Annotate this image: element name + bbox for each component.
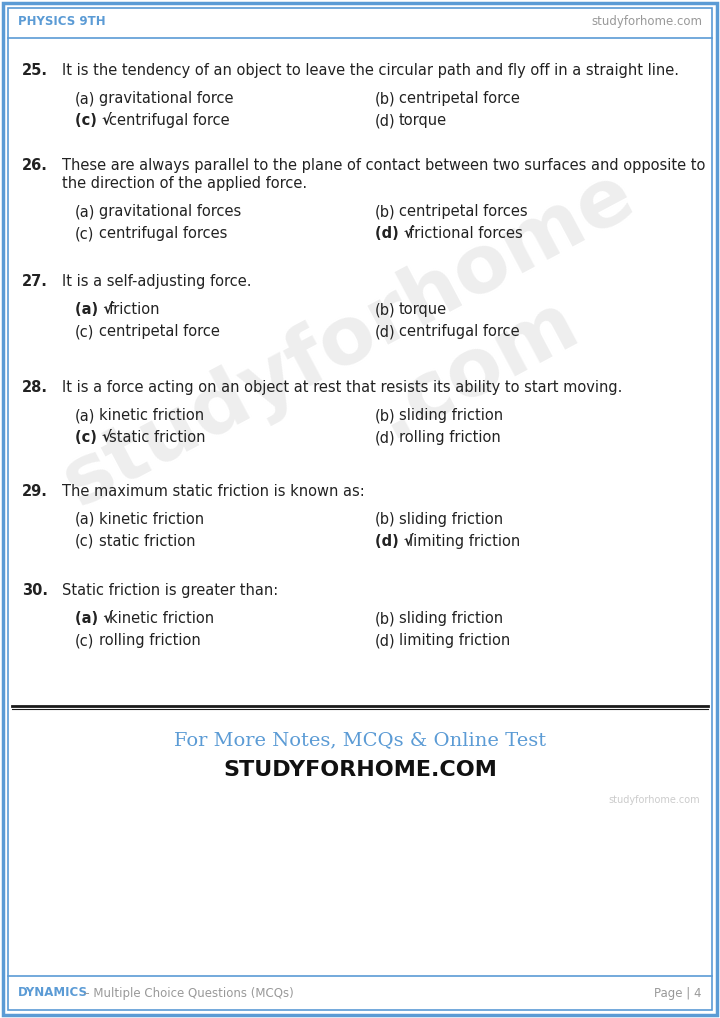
Text: gravitational force: gravitational force: [99, 91, 233, 106]
Text: Static friction is greater than:: Static friction is greater than:: [62, 583, 278, 598]
Text: 30.: 30.: [22, 583, 48, 598]
Text: frictional forces: frictional forces: [409, 226, 523, 241]
Text: (a): (a): [75, 91, 95, 106]
Text: the direction of the applied force.: the direction of the applied force.: [62, 176, 307, 191]
Text: static friction: static friction: [109, 430, 205, 445]
Text: 26.: 26.: [22, 158, 48, 173]
Text: 28.: 28.: [22, 380, 48, 395]
Text: (a): (a): [75, 512, 95, 527]
Text: (a): (a): [75, 204, 95, 219]
Text: kinetic friction: kinetic friction: [99, 408, 204, 423]
Text: rolling friction: rolling friction: [399, 430, 500, 445]
Text: (c): (c): [75, 633, 94, 648]
Text: friction: friction: [109, 302, 161, 317]
Text: 27.: 27.: [22, 274, 48, 289]
Text: rolling friction: rolling friction: [99, 633, 201, 648]
Text: kinetic friction: kinetic friction: [109, 611, 214, 626]
Text: (d): (d): [375, 113, 395, 128]
Text: (c): (c): [75, 534, 94, 549]
Text: – Multiple Choice Questions (MCQs): – Multiple Choice Questions (MCQs): [80, 986, 294, 1000]
Text: (d): (d): [375, 430, 395, 445]
Text: (b): (b): [375, 91, 395, 106]
Text: studyforhome
       .com: studyforhome .com: [50, 155, 690, 602]
Text: studyforhome.com: studyforhome.com: [591, 14, 702, 27]
Text: STUDYFORHOME.COM: STUDYFORHOME.COM: [223, 760, 497, 780]
Text: (b): (b): [375, 302, 395, 317]
Text: (d): (d): [375, 324, 395, 339]
Text: The maximum static friction is known as:: The maximum static friction is known as:: [62, 484, 365, 499]
Text: centrifugal force: centrifugal force: [399, 324, 520, 339]
Text: (a): (a): [75, 408, 95, 423]
Text: studyforhome.com: studyforhome.com: [608, 795, 700, 805]
Text: (c): (c): [75, 226, 94, 241]
Text: These are always parallel to the plane of contact between two surfaces and oppos: These are always parallel to the plane o…: [62, 158, 706, 173]
Text: (a) √: (a) √: [75, 302, 113, 317]
Text: torque: torque: [399, 113, 447, 128]
Text: (b): (b): [375, 512, 395, 527]
Text: 25.: 25.: [22, 63, 48, 78]
Text: (d) √: (d) √: [375, 226, 413, 241]
Text: centripetal force: centripetal force: [399, 91, 520, 106]
Text: sliding friction: sliding friction: [399, 512, 503, 527]
Text: Page | 4: Page | 4: [654, 986, 702, 1000]
Text: limiting friction: limiting friction: [399, 633, 510, 648]
Text: (b): (b): [375, 408, 395, 423]
Text: PHYSICS 9TH: PHYSICS 9TH: [18, 14, 106, 27]
Text: sliding friction: sliding friction: [399, 611, 503, 626]
Text: (c): (c): [75, 324, 94, 339]
Text: (b): (b): [375, 204, 395, 219]
Text: sliding friction: sliding friction: [399, 408, 503, 423]
Text: 29.: 29.: [22, 484, 48, 499]
Text: It is a force acting on an object at rest that resists its ability to start movi: It is a force acting on an object at res…: [62, 380, 622, 395]
Text: (d) √: (d) √: [375, 534, 413, 549]
Text: (b): (b): [375, 611, 395, 626]
Text: centrifugal forces: centrifugal forces: [99, 226, 228, 241]
Text: torque: torque: [399, 302, 447, 317]
Text: It is a self-adjusting force.: It is a self-adjusting force.: [62, 274, 251, 289]
Text: centrifugal force: centrifugal force: [109, 113, 230, 128]
Text: centripetal forces: centripetal forces: [399, 204, 528, 219]
Text: (c) √: (c) √: [75, 430, 112, 445]
Text: DYNAMICS: DYNAMICS: [18, 986, 88, 1000]
Text: (d): (d): [375, 633, 395, 648]
Text: limiting friction: limiting friction: [409, 534, 521, 549]
Text: (c) √: (c) √: [75, 113, 112, 128]
Text: It is the tendency of an object to leave the circular path and fly off in a stra: It is the tendency of an object to leave…: [62, 63, 679, 78]
Text: For More Notes, MCQs & Online Test: For More Notes, MCQs & Online Test: [174, 731, 546, 749]
Text: centripetal force: centripetal force: [99, 324, 220, 339]
Text: (a) √: (a) √: [75, 611, 113, 626]
Text: gravitational forces: gravitational forces: [99, 204, 241, 219]
Text: static friction: static friction: [99, 534, 196, 549]
Text: kinetic friction: kinetic friction: [99, 512, 204, 527]
